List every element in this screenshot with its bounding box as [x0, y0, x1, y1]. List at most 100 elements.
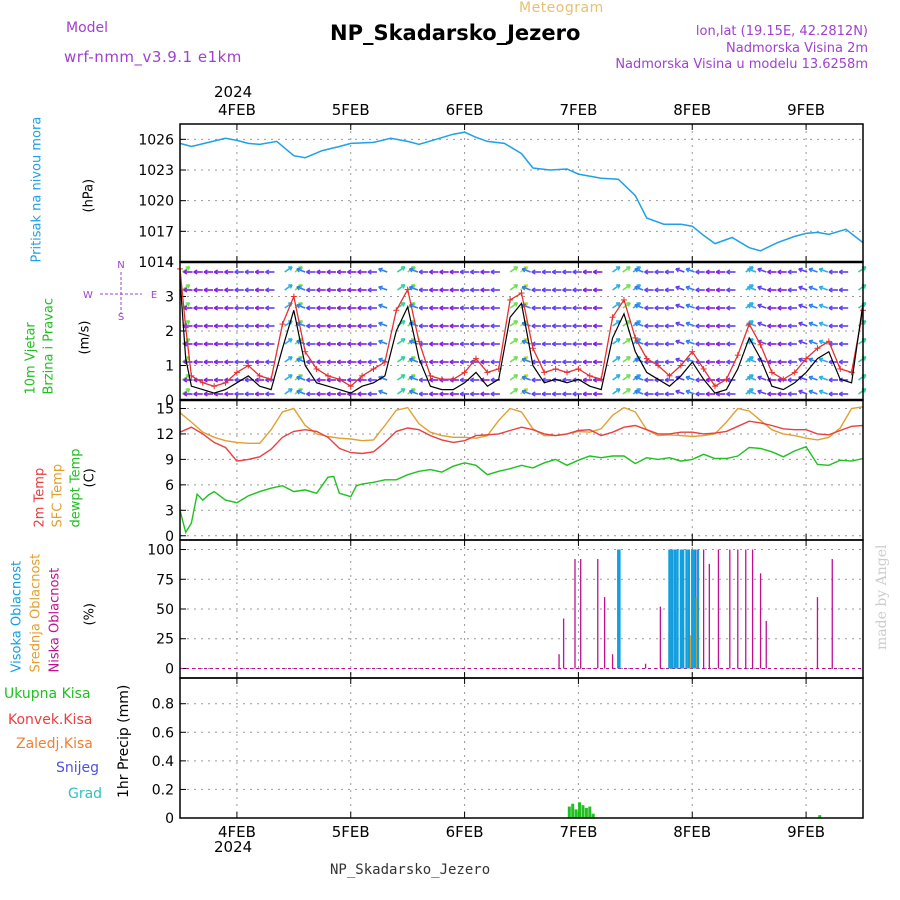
wind-arrow [798, 340, 808, 345]
wind-arrowhead [551, 271, 557, 275]
wind-arrowhead [367, 361, 372, 365]
wind-arrow [685, 286, 695, 291]
wind-arrowhead [767, 393, 772, 397]
wind-arrow [634, 304, 644, 309]
wind-arrow [857, 338, 867, 345]
wind-arrow [685, 268, 695, 273]
wind-arrowhead [254, 379, 260, 383]
wind-arrowhead [582, 379, 587, 383]
wind-arrowhead [726, 361, 731, 365]
wind-arrowhead [418, 289, 423, 293]
wind-arrowhead [767, 289, 772, 293]
ytick-label: 1014 [138, 255, 174, 271]
wind-arrow [798, 268, 808, 273]
wind-arrowhead [541, 271, 546, 275]
wind-arrow [284, 388, 293, 395]
wind-arrowhead [367, 343, 372, 347]
wind-arrowhead [296, 322, 300, 327]
wind-arrowhead [357, 343, 362, 347]
wind-arrowhead [244, 393, 249, 397]
wind-arrowhead [224, 343, 229, 347]
wind-arrowhead [296, 358, 300, 363]
wind-arrowhead [592, 393, 598, 397]
ytick-label: 75 [156, 572, 174, 588]
wind-arrowhead [828, 271, 833, 275]
wind-arrowhead [572, 289, 577, 293]
wind-arrowhead [705, 325, 710, 329]
wind-arrowhead [347, 325, 352, 329]
wind-arrow [296, 390, 306, 395]
wind-arrowhead [316, 393, 321, 397]
wind-arrowhead [418, 325, 423, 329]
wind-arrow [622, 388, 631, 395]
wind-arrowhead [675, 322, 679, 327]
wind-arrowhead [582, 361, 587, 365]
wind-arrowhead [306, 271, 311, 275]
wind-arrowhead [357, 379, 362, 383]
wind-arrowhead [378, 286, 382, 291]
wind-arrow [675, 286, 685, 291]
wind-arrowhead [551, 307, 557, 311]
pressure-line [179, 131, 864, 252]
wind-arrowhead [254, 361, 260, 365]
wind-arrowhead [408, 286, 413, 291]
wind-arrow [622, 356, 631, 363]
wind-arrowhead [664, 379, 669, 383]
wind-arrowhead [459, 307, 464, 311]
ytick-label: 0.2 [152, 782, 174, 798]
wind-arrowhead [326, 361, 331, 365]
wind-arrow [857, 388, 867, 395]
wind-arrowhead [459, 343, 464, 347]
wind-arrowhead [296, 286, 300, 291]
wind-arrow [409, 358, 419, 363]
wind-arrowhead [664, 361, 669, 365]
wind-arrowhead [828, 361, 833, 365]
wind-arrowhead [787, 393, 792, 397]
wind-arrowhead [531, 393, 536, 397]
wind-arrow [634, 358, 644, 363]
wind-arrowhead [480, 307, 485, 311]
wind-arrowhead [336, 271, 341, 275]
wind-arrow [409, 268, 419, 273]
wind-arrowhead [429, 271, 434, 275]
wind-arrow [818, 358, 828, 363]
wind-arrowhead [470, 393, 475, 397]
wind-arrowhead [808, 304, 813, 309]
wind-arrowhead [470, 307, 475, 311]
legend-total-rain: Ukupna Kisa [4, 686, 91, 702]
wind-arrowhead [234, 325, 239, 329]
wind-arrowhead [521, 268, 526, 273]
top-date-label: 5FEB [332, 101, 370, 119]
wind-arrowhead [818, 340, 823, 345]
wind-arrowhead [183, 393, 188, 397]
wind-arrowhead [224, 307, 229, 311]
wind-arrowhead [213, 289, 219, 293]
wind-arrowhead [562, 393, 567, 397]
panel-frame [179, 123, 864, 263]
wind-arrow [521, 390, 531, 395]
lonlat-label: lon,lat (19.15E, 42.2812N) [695, 24, 868, 39]
wind-arrowhead [459, 393, 464, 397]
wind-arrowhead [705, 289, 710, 293]
wind-arrowhead [828, 393, 833, 397]
wind-arrowhead [357, 307, 362, 311]
wind-arrowhead [367, 393, 372, 397]
wind-arrow [675, 304, 685, 309]
wind-arrowhead [326, 289, 331, 293]
wind-arrowhead [675, 358, 679, 363]
wind-arrowhead [675, 340, 679, 345]
wind-arrowhead [715, 289, 721, 293]
wind-arrowhead [644, 361, 649, 365]
wind-arrow [634, 390, 644, 395]
wind-arrow [857, 374, 867, 381]
wind-arrow [378, 390, 388, 395]
wind-arrowhead [746, 304, 751, 309]
ytick-label: 1026 [138, 132, 174, 148]
wind-arrow [509, 284, 518, 291]
top-date-label: 9FEB [787, 101, 825, 119]
wind-arrowhead [808, 376, 813, 381]
wind-arrowhead [664, 289, 669, 293]
wind-arrowhead [644, 289, 649, 293]
wind-arrowhead [798, 268, 802, 273]
ytick-label: 1023 [138, 163, 174, 179]
